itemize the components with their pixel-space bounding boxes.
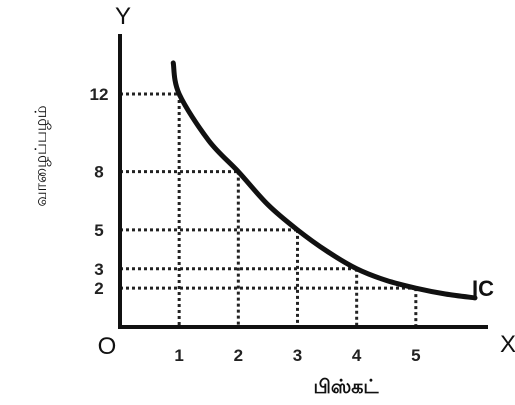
- axes: [118, 34, 488, 329]
- x-axis-title: பிஸ்கட்: [313, 376, 379, 398]
- curve-layer: [170, 60, 478, 301]
- x-tick-label: 3: [293, 346, 302, 365]
- y-tick-label: 8: [94, 163, 103, 182]
- y-tick-label: 5: [94, 221, 103, 240]
- x-axis-letter: X: [500, 331, 515, 358]
- origin-label: O: [98, 333, 117, 360]
- dotted-guide-lines: [120, 92, 418, 327]
- y-axis-title: வாழைப்பழம்: [31, 105, 50, 206]
- x-tick-label: 1: [174, 346, 183, 365]
- y-tick-label: 3: [94, 260, 103, 279]
- x-tick-label: 5: [411, 346, 420, 365]
- x-tick-label: 2: [234, 346, 243, 365]
- y-tick-label: 2: [94, 279, 103, 298]
- ic-curve-line: [170, 60, 478, 301]
- y-tick-label: 12: [90, 85, 109, 104]
- curve-label-ic: IC: [472, 276, 494, 301]
- x-tick-label: 4: [352, 346, 362, 365]
- y-axis-letter: Y: [115, 3, 131, 30]
